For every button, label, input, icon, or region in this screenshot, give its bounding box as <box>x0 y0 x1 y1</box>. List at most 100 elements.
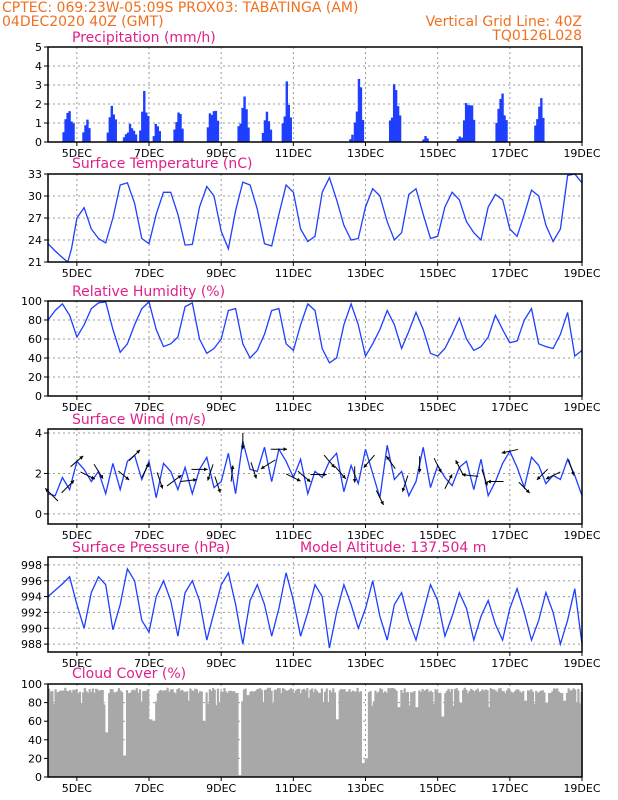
wind-arrow-head <box>323 472 327 477</box>
cloud-bar <box>377 691 380 777</box>
cloud-bar <box>408 705 411 777</box>
cloud-bar <box>72 689 75 777</box>
cloud-bar <box>134 690 137 777</box>
cloud-bar <box>327 702 330 777</box>
wind-arrow-head <box>341 474 346 479</box>
x-tick-label: 19DEC <box>563 657 600 670</box>
cloud-bar <box>466 693 470 777</box>
x-tick-label: 7DEC <box>134 267 164 280</box>
cloud-bar <box>531 691 535 777</box>
cloud-bar <box>489 688 492 777</box>
cloud-bar <box>518 691 522 777</box>
cloud-bar <box>155 701 158 777</box>
cloud-bar <box>176 689 179 777</box>
cloud-bar <box>390 688 393 777</box>
precip-bar <box>426 138 429 142</box>
cloud-bar <box>171 689 174 777</box>
cloud-bar <box>99 689 103 777</box>
panel-5 <box>44 683 583 781</box>
cloud-bar <box>406 691 410 777</box>
precip-bar <box>210 114 214 142</box>
series-line <box>47 173 583 264</box>
precip-bar <box>208 113 212 142</box>
x-tick-label: 7DEC <box>134 657 164 670</box>
y-tick-label: 3 <box>35 79 42 92</box>
panel-title: Surface Pressure (hPa) <box>72 540 230 556</box>
precip-bar <box>147 115 150 142</box>
cloud-bar <box>294 690 298 777</box>
cloud-bar <box>317 692 320 777</box>
cloud-bar <box>569 690 572 777</box>
cloud-bar <box>392 687 395 777</box>
cloud-bar <box>543 692 546 777</box>
cloud-bar <box>486 690 489 777</box>
cloud-bar <box>291 689 294 777</box>
cloud-bar <box>270 690 273 777</box>
cloud-bar <box>544 702 548 777</box>
precip-bar <box>112 114 115 142</box>
cloud-bar <box>137 692 140 777</box>
wind-arrow-head <box>363 463 368 468</box>
cloud-bar <box>380 689 384 777</box>
cloud-bar <box>293 692 296 777</box>
cloud-bar <box>436 690 439 777</box>
cloud-bar <box>530 689 533 777</box>
cloud-bar <box>168 691 171 777</box>
precip-bar <box>355 111 359 142</box>
x-tick-label: 15DEC <box>419 401 456 414</box>
cloud-bar <box>83 687 86 777</box>
x-tick-label: 9DEC <box>206 657 236 670</box>
cloud-bar <box>278 688 281 777</box>
cloud-bar <box>77 693 80 777</box>
wind-arrow-head <box>207 476 211 481</box>
cloud-bar <box>356 687 359 777</box>
x-tick-label: 7DEC <box>134 401 164 414</box>
header-model-code: TQ0126L028 <box>492 28 582 44</box>
cloud-bar <box>210 691 213 777</box>
precip-bar <box>72 123 75 142</box>
cloud-bar <box>470 688 473 777</box>
cloud-bar <box>416 707 419 777</box>
cloud-bar <box>302 688 306 777</box>
panel-title: Surface Temperature (nC) <box>72 156 253 172</box>
cloud-bar <box>564 700 567 777</box>
cloud-bar <box>98 690 101 777</box>
cloud-bar <box>247 695 250 777</box>
cloud-bar <box>179 690 182 777</box>
cloud-bar <box>345 691 348 777</box>
cloud-bar <box>104 732 108 777</box>
wind-arrow-head <box>448 474 453 479</box>
precip-bar <box>458 136 462 142</box>
wind-arrow-head <box>525 489 530 493</box>
precip-bar <box>206 127 210 142</box>
precip-bar <box>128 123 132 142</box>
wind-arrow-head <box>99 474 103 479</box>
cloud-bar <box>463 687 466 777</box>
precip-bar <box>143 90 146 142</box>
cloud-bar <box>439 692 442 777</box>
cloud-bar <box>116 691 119 777</box>
cloud-bar <box>216 688 220 777</box>
cloud-bar <box>142 691 145 777</box>
precip-bar <box>505 120 508 142</box>
precip-bar <box>501 93 504 142</box>
cloud-bar <box>554 688 557 777</box>
precip-bar <box>158 131 161 142</box>
cloud-bar <box>515 689 518 777</box>
precip-bar <box>154 123 158 142</box>
precip-bar <box>499 98 502 142</box>
cloud-bar <box>289 688 293 777</box>
cloud-bar <box>504 693 507 777</box>
precip-bar <box>351 134 354 142</box>
cloud-bar <box>205 692 208 777</box>
cloud-bar <box>237 775 241 777</box>
cloud-bar <box>533 704 536 777</box>
panel-subtitle: Model Altitude: 137.504 m <box>300 540 486 556</box>
cloud-bar <box>262 702 265 777</box>
cloud-bar <box>413 690 416 777</box>
precip-bar <box>390 117 394 142</box>
cloud-bar <box>75 689 78 777</box>
panel-title: Surface Wind (m/s) <box>72 412 206 428</box>
precip-bar <box>152 136 156 142</box>
cloud-bar <box>241 701 244 777</box>
